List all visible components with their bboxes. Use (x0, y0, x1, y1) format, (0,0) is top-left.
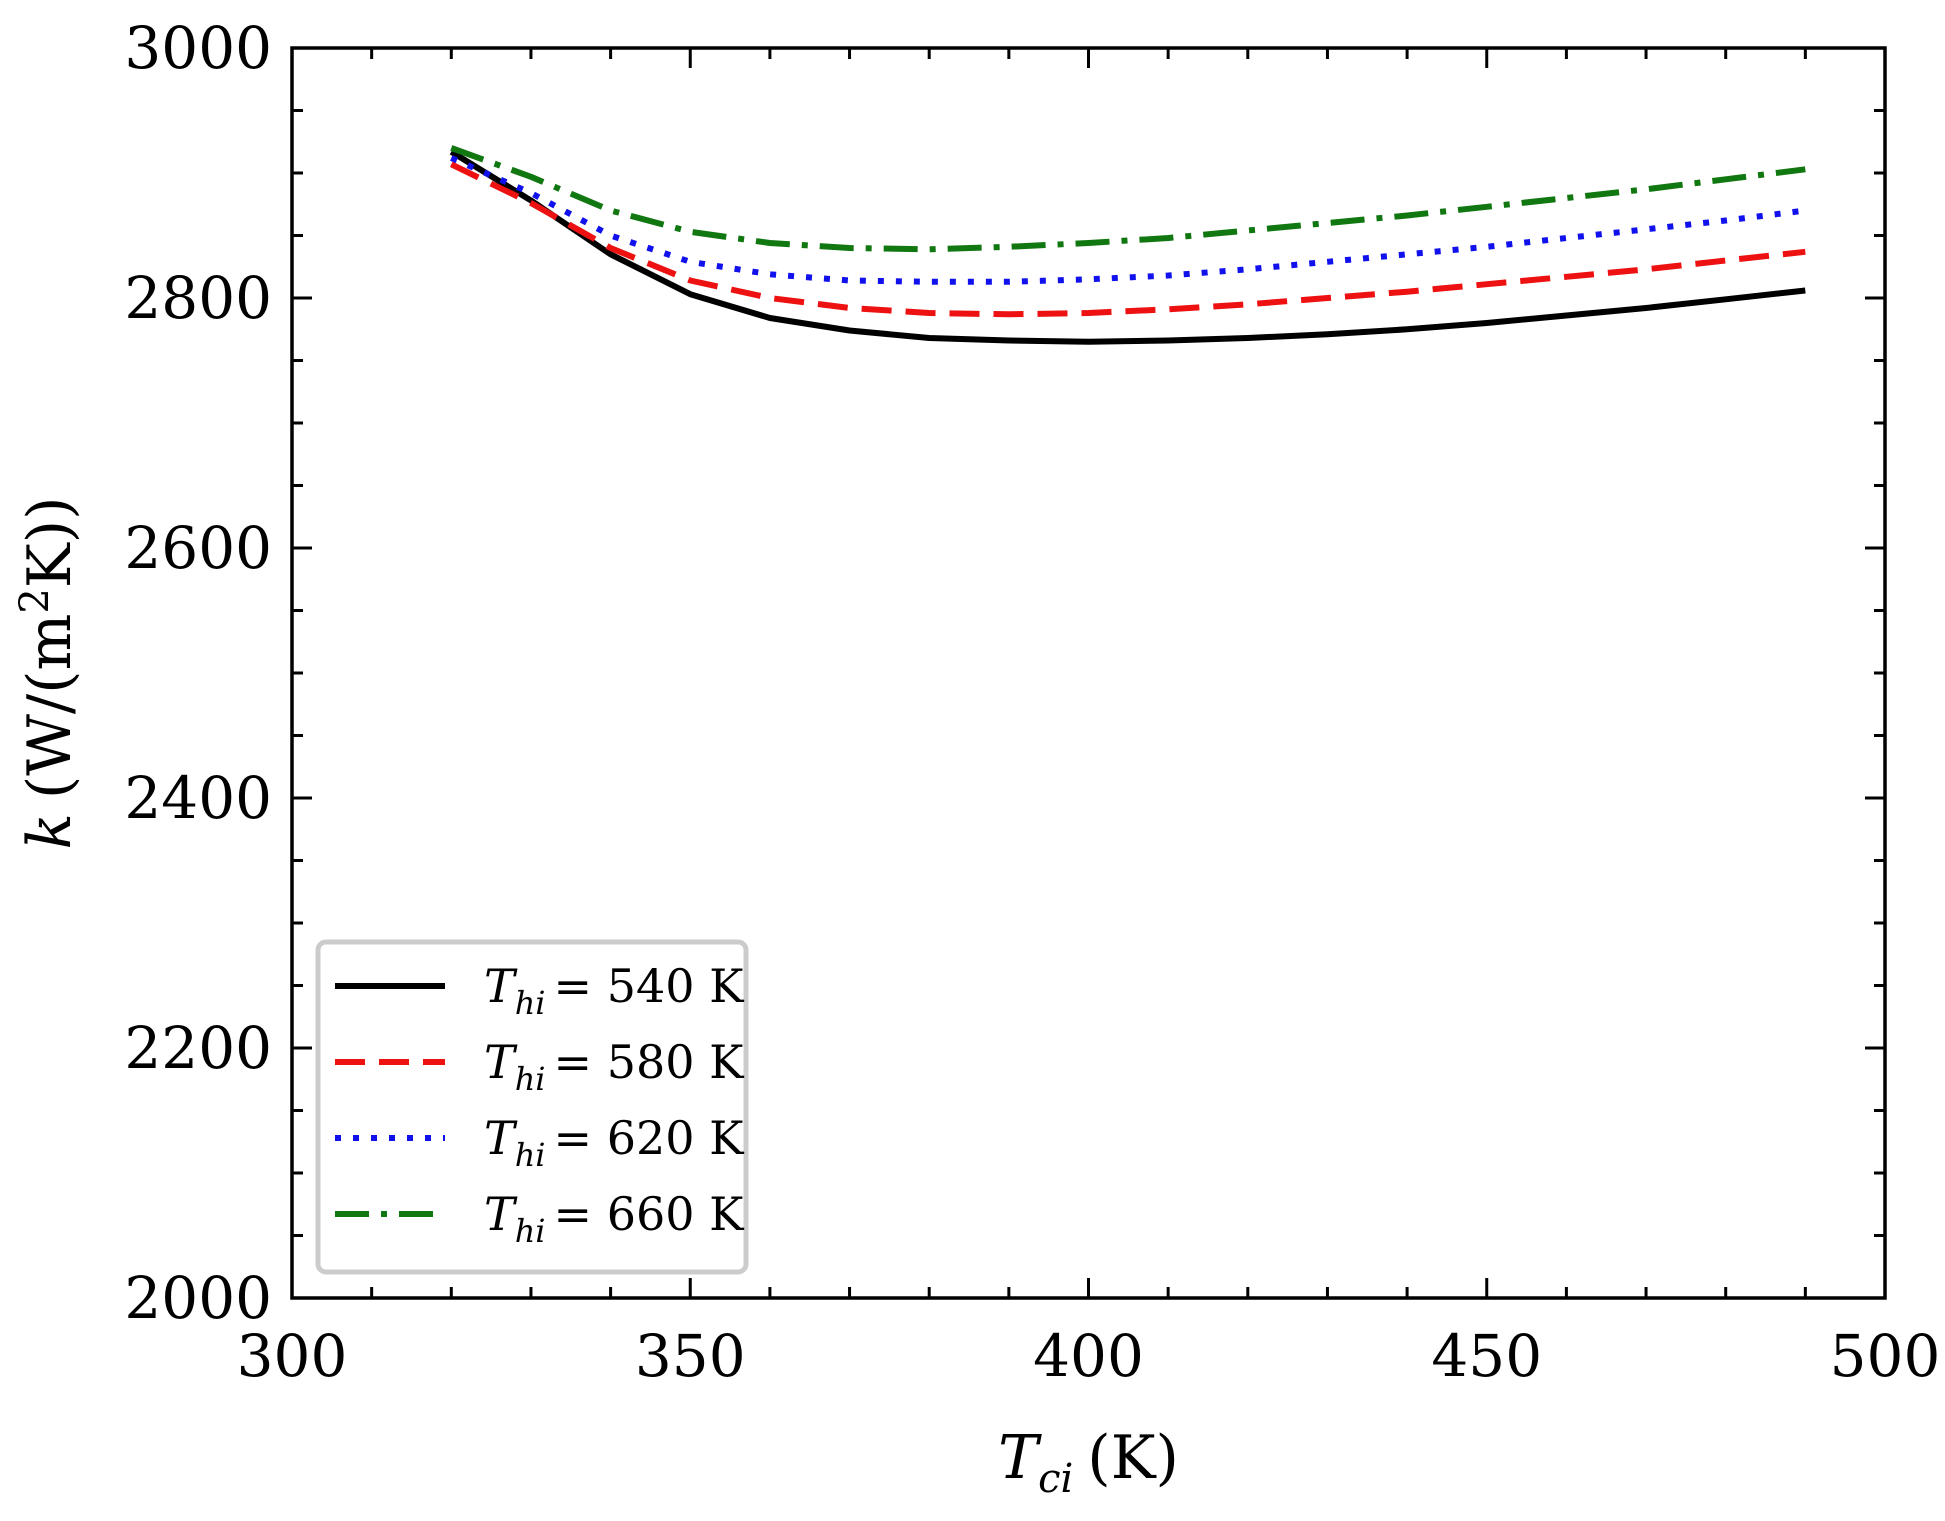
x-tick-labels: 300 350 400 450 500 (237, 1322, 1941, 1390)
x-axis-symbol: T (998, 1423, 1042, 1493)
legend-box (315, 939, 749, 1275)
y-tick-label: 2200 (124, 1014, 272, 1082)
plot-frame (290, 46, 1887, 1300)
y-axis-symbol: k (15, 813, 85, 849)
legend-label-2: Thi = 580 K (484, 1035, 745, 1098)
y-axis-unit-suffix: K)) (15, 496, 85, 588)
y-tick-label: 2400 (124, 764, 272, 832)
legend-label-1: Thi = 540 K (484, 959, 745, 1022)
series-line-1 (449, 149, 1806, 345)
minor-ticks (292, 48, 1885, 1298)
x-tick-label: 300 (237, 1322, 348, 1390)
series-line-2 (449, 161, 1806, 318)
x-axis-label: Tci (K) (998, 1423, 1179, 1502)
legend-symbol: T (484, 1111, 518, 1165)
legend-symbol: T (484, 1035, 518, 1089)
x-tick-label: 500 (1830, 1322, 1941, 1390)
x-axis-unit: (K) (1087, 1423, 1179, 1493)
x-tick-label: 350 (635, 1322, 746, 1390)
x-axis-subscript: ci (1038, 1456, 1073, 1502)
series-layer (449, 145, 1806, 345)
y-axis-unit-prefix: (W/(m (15, 614, 85, 800)
legend-value: = 620 K (554, 1111, 746, 1165)
x-tick-label: 450 (1431, 1322, 1542, 1390)
y-tick-label: 3000 (124, 14, 272, 82)
x-tick-label: 400 (1033, 1322, 1144, 1390)
legend-label-4: Thi = 660 K (484, 1187, 745, 1250)
series-line-4 (450, 145, 1806, 253)
y-tick-label: 2000 (124, 1264, 272, 1332)
series-line-3 (450, 155, 1806, 285)
y-axis-superscript: 2 (12, 588, 58, 613)
legend-symbol: T (484, 959, 518, 1013)
y-tick-label: 2800 (124, 264, 272, 332)
legend-symbol: T (484, 1187, 518, 1241)
legend-subscript: hi (515, 1212, 546, 1250)
legend-subscript: hi (515, 1060, 546, 1098)
y-tick-label: 2600 (124, 514, 272, 582)
y-tick-labels: 2000 2200 2400 2600 2800 3000 (124, 14, 272, 1332)
legend-value: = 580 K (554, 1035, 746, 1089)
legend-value: = 660 K (554, 1187, 746, 1241)
legend-subscript: hi (515, 984, 546, 1022)
y-axis-label: k (W/(m2K)) (12, 496, 85, 849)
legend-label-3: Thi = 620 K (484, 1111, 745, 1174)
legend-subscript: hi (515, 1136, 546, 1174)
legend-value: = 540 K (554, 959, 746, 1013)
